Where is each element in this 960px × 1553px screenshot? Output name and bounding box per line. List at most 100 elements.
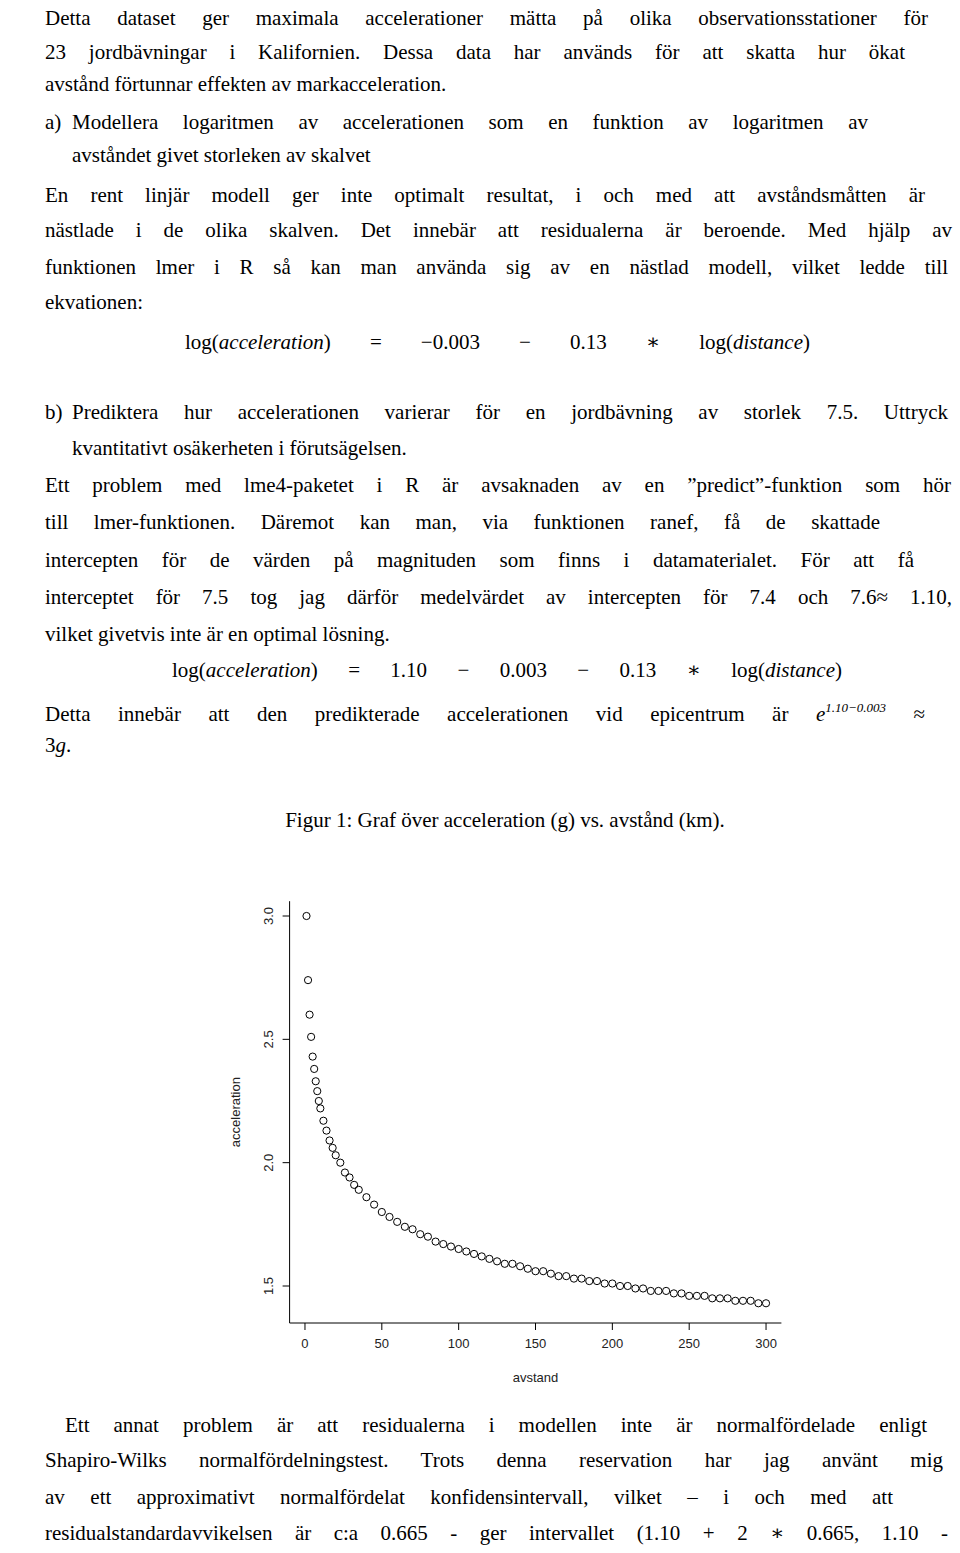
point xyxy=(470,1250,477,1257)
point xyxy=(432,1238,439,1245)
point xyxy=(632,1285,639,1292)
y-tick xyxy=(283,1286,290,1287)
point xyxy=(616,1282,623,1289)
point xyxy=(378,1208,385,1215)
y-tick-label: 2.5 xyxy=(261,1030,276,1048)
point xyxy=(493,1258,500,1265)
x-tick-label: 150 xyxy=(525,1336,547,1351)
body-line: Shapiro-Wilks normalfördelningstest. Tro… xyxy=(45,1447,943,1473)
point xyxy=(386,1213,393,1220)
point xyxy=(315,1097,322,1104)
body-line: vilket givetvis inte är en optimal lösni… xyxy=(45,621,390,647)
point xyxy=(762,1300,769,1307)
body-line: intercepten för de värden på magnituden … xyxy=(45,547,914,573)
math-symbol: distance xyxy=(733,330,803,354)
text-segment: ) xyxy=(803,330,810,354)
point xyxy=(346,1174,353,1181)
body-line: En rent linjär modell ger inte optimalt … xyxy=(45,182,925,208)
point xyxy=(320,1117,327,1124)
point xyxy=(524,1265,531,1272)
text-segment: Detta innebär att den predikterade accel… xyxy=(45,702,816,726)
point xyxy=(709,1295,716,1302)
math-symbol: g xyxy=(56,733,67,757)
y-tick-label: 3.0 xyxy=(261,907,276,925)
point xyxy=(440,1240,447,1247)
body-line: interceptet för 7.5 tog jag därför medel… xyxy=(45,584,952,610)
points xyxy=(303,912,770,1306)
intro-line: 23 jordbävningar i Kalifornien. Dessa da… xyxy=(45,39,905,65)
x-tick xyxy=(381,1323,382,1330)
point xyxy=(323,1127,330,1134)
text-segment: . xyxy=(66,733,71,757)
body-line: av ett approximativt normalfördelat konf… xyxy=(45,1484,893,1510)
intro-line: avstånd förtunnar effekten av markaccele… xyxy=(45,71,446,97)
y-tick xyxy=(283,1039,290,1040)
body-line: ekvationen: xyxy=(45,289,143,315)
point xyxy=(394,1218,401,1225)
item-label: a) xyxy=(45,109,61,135)
point xyxy=(509,1260,516,1267)
point xyxy=(317,1105,324,1112)
point xyxy=(455,1245,462,1252)
point xyxy=(309,1053,316,1060)
point xyxy=(303,912,310,919)
point xyxy=(311,1065,318,1072)
math-symbol: e xyxy=(816,702,825,726)
point xyxy=(663,1287,670,1294)
item-label: b) xyxy=(45,399,63,425)
text-segment: ) xyxy=(835,658,842,682)
point xyxy=(601,1280,608,1287)
point xyxy=(409,1226,416,1233)
point xyxy=(332,1152,339,1159)
body-line: Ett annat problem är att residualerna i … xyxy=(65,1412,927,1438)
point xyxy=(447,1243,454,1250)
y-tick xyxy=(283,916,290,917)
body-line: nästlade i de olika skalven. Det innebär… xyxy=(45,217,952,243)
x-tick xyxy=(304,1323,305,1330)
point xyxy=(593,1277,600,1284)
point xyxy=(517,1263,524,1270)
point xyxy=(306,1011,313,1018)
x-tick-label: 0 xyxy=(301,1336,308,1351)
point xyxy=(655,1287,662,1294)
point xyxy=(314,1088,321,1095)
intro-line: Detta dataset ger maximala acceleratione… xyxy=(45,5,928,31)
point xyxy=(363,1194,370,1201)
point xyxy=(693,1292,700,1299)
point xyxy=(739,1297,746,1304)
point xyxy=(570,1275,577,1282)
x-axis-label: avstand xyxy=(513,1370,559,1385)
text-segment: ) = −0.003 − 0.13 ∗ log( xyxy=(324,330,733,354)
point xyxy=(609,1280,616,1287)
x-tick xyxy=(458,1323,459,1330)
x-tick-label: 100 xyxy=(448,1336,470,1351)
conclusion-line: Detta innebär att den predikterade accel… xyxy=(45,695,925,727)
equation: log(acceleration) = 1.10 − 0.003 − 0.13 … xyxy=(172,657,842,683)
point xyxy=(701,1292,708,1299)
x-tick xyxy=(612,1323,613,1330)
x-tick xyxy=(535,1323,536,1330)
heading-line: avståndet givet storleken av skalvet xyxy=(72,142,371,168)
x-tick xyxy=(766,1323,767,1330)
x-tick-label: 300 xyxy=(755,1336,777,1351)
point xyxy=(355,1186,362,1193)
point xyxy=(486,1255,493,1262)
text-segment: ≈ xyxy=(886,702,925,726)
superscript: 1.10−0.003 xyxy=(825,700,886,715)
heading-line: Prediktera hur accelerationen varierar f… xyxy=(72,399,948,425)
text-segment: ) = 1.10 − 0.003 − 0.13 ∗ log( xyxy=(311,658,765,682)
point xyxy=(724,1295,731,1302)
equation: log(acceleration) = −0.003 − 0.13 ∗ log(… xyxy=(185,329,810,355)
point xyxy=(647,1287,654,1294)
point xyxy=(678,1290,685,1297)
point xyxy=(371,1201,378,1208)
point xyxy=(586,1277,593,1284)
point xyxy=(478,1253,485,1260)
point xyxy=(555,1273,562,1280)
point xyxy=(463,1248,470,1255)
y-tick-label: 1.5 xyxy=(261,1277,276,1295)
conclusion-line: 3g. xyxy=(45,732,71,758)
point xyxy=(329,1144,336,1151)
point xyxy=(563,1273,570,1280)
point xyxy=(732,1297,739,1304)
